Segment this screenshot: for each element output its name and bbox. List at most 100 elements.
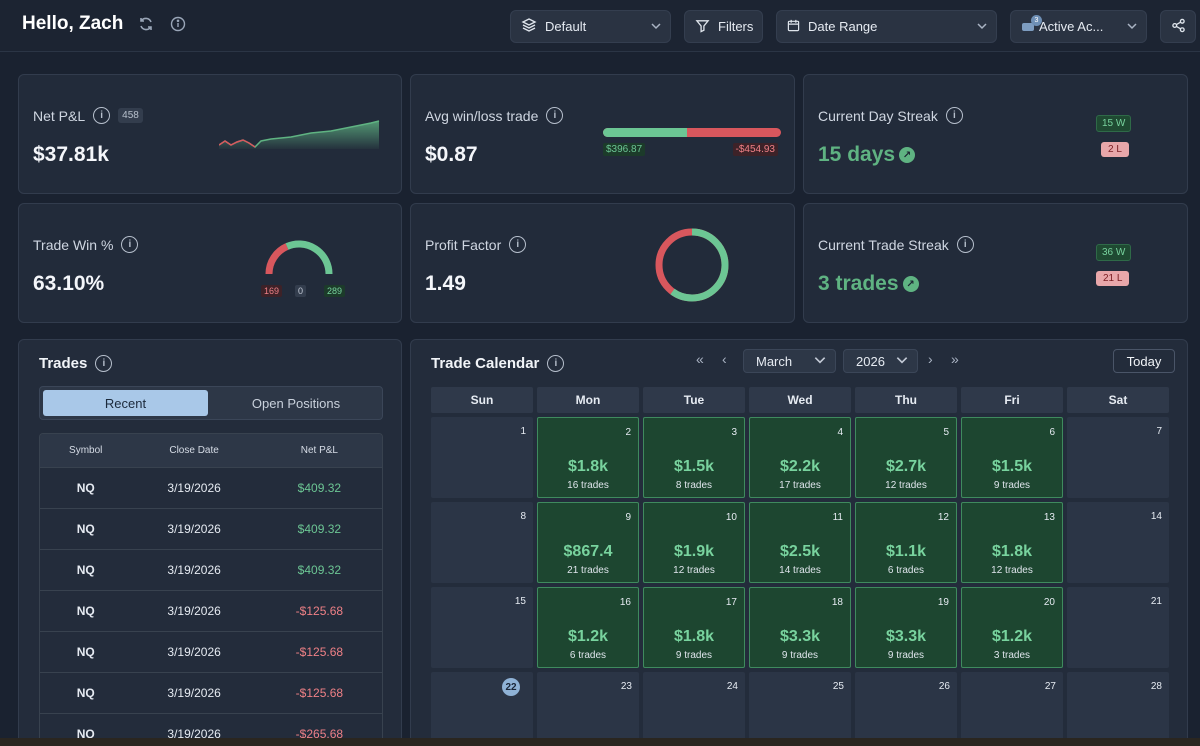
month-select-label: March bbox=[756, 353, 793, 369]
table-row[interactable]: NQ 3/19/2026 $409.32 bbox=[40, 550, 382, 591]
day-trade-count: 12 trades bbox=[673, 565, 715, 576]
day-number: 16 bbox=[619, 597, 631, 608]
today-button[interactable]: Today bbox=[1113, 349, 1175, 373]
calendar-day-cell[interactable]: 13 $1.8k 12 trades bbox=[961, 502, 1063, 583]
filters-label: Filters bbox=[718, 19, 754, 34]
net-pl-title: Net P&L bbox=[33, 107, 86, 124]
avg-winloss-card: Avg win/loss trade i $0.87 $396.87 -$454… bbox=[410, 74, 795, 194]
calendar-day-cell[interactable]: 1 bbox=[431, 417, 533, 498]
avg-winloss-title-row: Avg win/loss trade i bbox=[425, 107, 564, 124]
net-pl-sparkline bbox=[219, 120, 380, 149]
winloss-ratio-win-fill bbox=[603, 128, 687, 137]
day-trade-count: 9 trades bbox=[675, 650, 713, 661]
day-trade-count: 12 trades bbox=[885, 480, 927, 491]
refresh-icon[interactable] bbox=[137, 15, 155, 33]
day-pnl: $2.2k bbox=[779, 458, 821, 475]
info-icon[interactable]: i bbox=[95, 355, 113, 372]
calendar-day-cell[interactable]: 11 $2.5k 14 trades bbox=[749, 502, 851, 583]
info-icon[interactable]: i bbox=[945, 107, 963, 124]
table-row[interactable]: NQ 3/19/2026 $409.32 bbox=[40, 468, 382, 509]
info-icon[interactable]: i bbox=[93, 107, 111, 124]
info-icon[interactable]: i bbox=[547, 355, 565, 372]
row-symbol: NQ bbox=[76, 481, 95, 495]
day-number: 9 bbox=[625, 512, 631, 523]
chevron-right-icon[interactable]: › bbox=[928, 351, 933, 367]
month-select[interactable]: March bbox=[743, 349, 836, 373]
layout-select[interactable]: Default bbox=[510, 10, 671, 43]
calendar-day-cell[interactable]: 26 bbox=[855, 672, 957, 746]
calendar-day-cell[interactable]: 3 $1.5k 8 trades bbox=[643, 417, 745, 498]
calendar-day-cell[interactable]: 7 bbox=[1067, 417, 1169, 498]
profit-factor-value: 1.49 bbox=[425, 272, 466, 295]
tab-recent[interactable]: Recent bbox=[43, 390, 208, 416]
day-pnl: $1.2k bbox=[991, 628, 1033, 645]
calendar-day-cell[interactable]: 16 $1.2k 6 trades bbox=[537, 587, 639, 668]
year-select-label: 2026 bbox=[856, 353, 885, 369]
calendar-day-cell[interactable]: 12 $1.1k 6 trades bbox=[855, 502, 957, 583]
trades-table: Symbol Close Date Net P&L NQ 3/19/2026 $… bbox=[39, 433, 383, 746]
donut-win-arc bbox=[655, 228, 729, 302]
calendar-day-cell[interactable]: 21 bbox=[1067, 587, 1169, 668]
net-pl-card: Net P&L i 458 $37.81k bbox=[18, 74, 402, 194]
day-pnl: $1.5k bbox=[991, 458, 1033, 475]
avg-loss-value: -$454.93 bbox=[732, 143, 778, 156]
chevrons-right-icon[interactable]: » bbox=[951, 351, 959, 367]
calendar-day-cell[interactable]: 4 $2.2k 17 trades bbox=[749, 417, 851, 498]
info-icon[interactable] bbox=[169, 15, 187, 33]
calendar-day-cell[interactable]: 20 $1.2k 3 trades bbox=[961, 587, 1063, 668]
date-range-select[interactable]: Date Range bbox=[776, 10, 997, 43]
profit-factor-donut bbox=[655, 228, 729, 302]
net-pl-title-row: Net P&L i 458 bbox=[33, 107, 143, 124]
chevron-down-icon bbox=[895, 353, 909, 370]
table-row[interactable]: NQ 3/19/2026 -$125.68 bbox=[40, 673, 382, 714]
trade-win-value: 63.10% bbox=[33, 272, 105, 295]
calendar-day-cell[interactable]: 22 bbox=[431, 672, 533, 746]
calendar-day-cell[interactable]: 24 bbox=[643, 672, 745, 746]
tab-open-positions[interactable]: Open Positions bbox=[251, 395, 341, 411]
day-number: 6 bbox=[1049, 427, 1055, 438]
calendar-day-cell[interactable]: 19 $3.3k 9 trades bbox=[855, 587, 957, 668]
calendar-day-cell[interactable]: 10 $1.9k 12 trades bbox=[643, 502, 745, 583]
gauge-win-arc bbox=[285, 240, 333, 275]
day-pnl: $2.7k bbox=[885, 458, 927, 475]
info-icon[interactable]: i bbox=[956, 236, 974, 253]
calendar-day-cell[interactable]: 2 $1.8k 16 trades bbox=[537, 417, 639, 498]
accounts-select[interactable]: 3 Active Ac... bbox=[1010, 10, 1147, 43]
column-header-net-pl[interactable]: Net P&L bbox=[300, 445, 338, 456]
table-row[interactable]: NQ 3/19/2026 $409.32 bbox=[40, 509, 382, 550]
table-row[interactable]: NQ 3/19/2026 -$125.68 bbox=[40, 632, 382, 673]
calendar-day-cell[interactable]: 9 $867.4 21 trades bbox=[537, 502, 639, 583]
day-trade-count: 16 trades bbox=[567, 480, 609, 491]
calendar-day-cell[interactable]: 28 bbox=[1067, 672, 1169, 746]
calendar-day-cell[interactable]: 25 bbox=[749, 672, 851, 746]
info-icon[interactable]: i bbox=[121, 236, 139, 253]
calendar-day-cell[interactable]: 23 bbox=[537, 672, 639, 746]
chevron-down-icon bbox=[650, 20, 662, 35]
share-button[interactable] bbox=[1160, 10, 1196, 43]
calendar-day-cell[interactable]: 6 $1.5k 9 trades bbox=[961, 417, 1063, 498]
year-select[interactable]: 2026 bbox=[843, 349, 918, 373]
chevron-down-icon bbox=[1126, 20, 1138, 35]
calendar-day-cell[interactable]: 14 bbox=[1067, 502, 1169, 583]
filters-button[interactable]: Filters bbox=[684, 10, 763, 43]
info-icon[interactable]: i bbox=[509, 236, 527, 253]
day-streak-wins: 15 W bbox=[1096, 115, 1132, 132]
row-symbol: NQ bbox=[76, 727, 95, 741]
column-header-symbol[interactable]: Symbol bbox=[69, 445, 103, 456]
day-streak-losses: 2 L bbox=[1101, 142, 1129, 157]
calendar-day-cell[interactable]: 27 bbox=[961, 672, 1063, 746]
chevrons-left-icon[interactable]: « bbox=[696, 351, 704, 367]
table-row[interactable]: NQ 3/19/2026 -$125.68 bbox=[40, 591, 382, 632]
calendar-day-cell[interactable]: 8 bbox=[431, 502, 533, 583]
share-icon bbox=[1171, 18, 1186, 36]
calendar-day-cell[interactable]: 15 bbox=[431, 587, 533, 668]
day-streak-value-row: 15 days ↗ bbox=[818, 143, 916, 167]
day-pnl: $1.5k bbox=[673, 458, 715, 475]
calendar-day-cell[interactable]: 17 $1.8k 9 trades bbox=[643, 587, 745, 668]
column-header-close-date[interactable]: Close Date bbox=[169, 445, 219, 456]
calendar-day-cell[interactable]: 5 $2.7k 12 trades bbox=[855, 417, 957, 498]
info-icon[interactable]: i bbox=[546, 107, 564, 124]
chevron-left-icon[interactable]: ‹ bbox=[722, 351, 727, 367]
calendar-day-cell[interactable]: 18 $3.3k 9 trades bbox=[749, 587, 851, 668]
avg-winloss-title: Avg win/loss trade bbox=[425, 107, 539, 124]
